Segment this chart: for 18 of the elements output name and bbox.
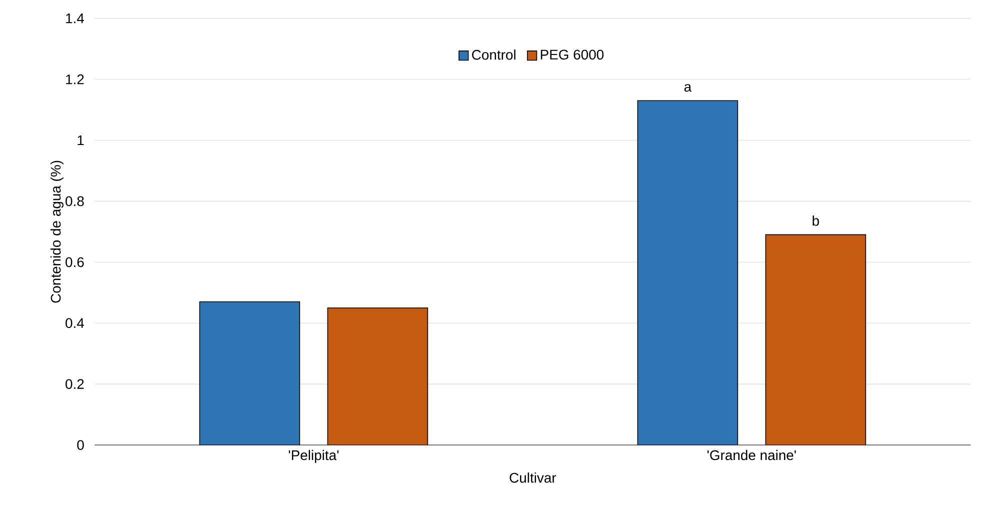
y-tick-label: 1.4 [66,14,84,24]
y-tick-label: 1 [78,135,84,146]
x-tick-label: 'Grande naine' [707,450,796,460]
annotation: b [812,216,819,226]
x-tick-label: 'Pelipita' [288,450,338,463]
y-tick-label: 0.8 [66,196,84,206]
y-tick-label: 0.2 [66,379,84,389]
y-axis-title: Contenido de agua (%) [50,160,64,303]
bar [327,307,428,445]
x-axis-title: Cultivar [510,472,556,483]
y-tick-label: 0.4 [66,318,84,328]
y-tick-label: 0 [77,440,84,450]
legend-label: PEG 6000 [540,50,604,60]
legend-label: Control [472,50,516,60]
annotation: a [684,84,692,92]
bar [765,234,866,445]
y-tick-label: 1.2 [66,74,84,84]
y-tick-label: 0.6 [66,257,84,268]
